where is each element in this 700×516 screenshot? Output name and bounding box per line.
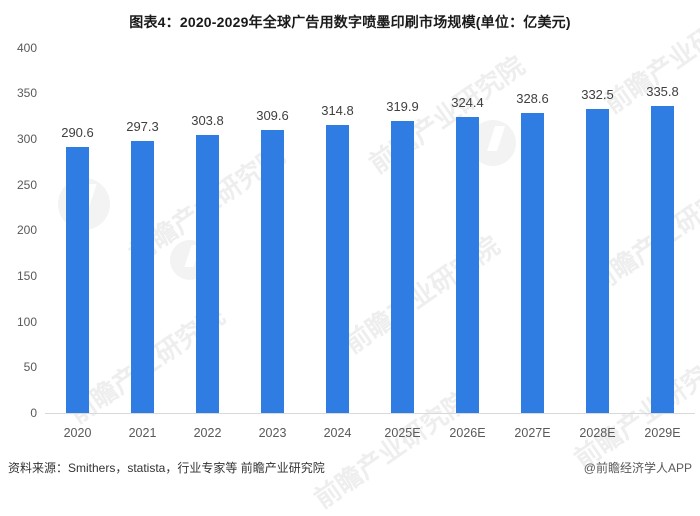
watermark-text: 前瞻产业研究院 <box>338 230 506 360</box>
bar-2027E <box>521 112 544 413</box>
bar-value-label: 309.6 <box>256 108 289 124</box>
plot-area: 前瞻产业研究院 前瞻产业研究院 前瞻产业研究院 前瞻产业研究院 前瞻产业研究院 前瞻产业研… <box>0 0 700 482</box>
y-axis-tick-label: 200 <box>16 223 37 238</box>
x-axis-tick-label: 2022 <box>193 426 222 440</box>
credit-note: @前瞻经济学人APP <box>583 461 692 475</box>
y-axis-tick-label: 150 <box>16 268 37 283</box>
x-axis-tick-label: 2023 <box>258 426 287 440</box>
x-axis-tick-label: 2027E <box>514 426 551 440</box>
chart-canvas: 图表4：2020-2029年全球广告用数字喷墨印刷市场规模(单位：亿美元) 前瞻… <box>0 0 700 482</box>
bar-2029E <box>651 106 674 413</box>
bar-2021 <box>131 141 154 413</box>
bar-2026E <box>456 116 479 413</box>
bar-value-label: 297.3 <box>126 119 159 135</box>
bar-value-label: 319.9 <box>386 98 419 114</box>
bar-2024 <box>326 125 349 413</box>
bar-2020 <box>66 147 89 413</box>
bar-2023 <box>261 130 284 413</box>
x-axis-tick-label: 2028E <box>579 426 616 440</box>
y-axis-tick-label: 250 <box>16 177 37 192</box>
x-axis-tick-label: 2029E <box>644 426 681 440</box>
y-axis-tick-label: 50 <box>23 360 37 375</box>
y-axis-tick-label: 0 <box>30 406 37 420</box>
bar-value-label: 290.6 <box>61 125 94 141</box>
bar-2028E <box>586 109 609 413</box>
bar-value-label: 332.5 <box>581 87 614 103</box>
bar-value-label: 324.4 <box>451 94 484 110</box>
bar-value-label: 328.6 <box>516 90 549 106</box>
bar-2022 <box>196 135 219 413</box>
x-axis-line <box>45 413 695 414</box>
x-axis-tick-label: 2020 <box>63 426 92 440</box>
source-note: 资料来源：Smithers，statista，行业专家等 前瞻产业研究院 <box>8 461 325 475</box>
chart-title: 图表4：2020-2029年全球广告用数字喷墨印刷市场规模(单位：亿美元) <box>129 14 571 30</box>
y-axis-tick-label: 350 <box>16 86 37 101</box>
bar-value-label: 303.8 <box>191 113 224 129</box>
bar-2025E <box>391 120 414 413</box>
x-axis-tick-label: 2026E <box>449 426 486 440</box>
bar-value-label: 314.8 <box>321 103 354 119</box>
x-axis-tick-label: 2021 <box>128 426 157 440</box>
x-axis-tick-label: 2024 <box>323 426 352 440</box>
y-axis-tick-label: 100 <box>16 314 37 329</box>
y-axis-tick-label: 400 <box>16 40 37 55</box>
x-axis-tick-label: 2025E <box>384 426 421 440</box>
bar-value-label: 335.8 <box>646 84 679 100</box>
y-axis-tick-label: 300 <box>16 131 37 146</box>
